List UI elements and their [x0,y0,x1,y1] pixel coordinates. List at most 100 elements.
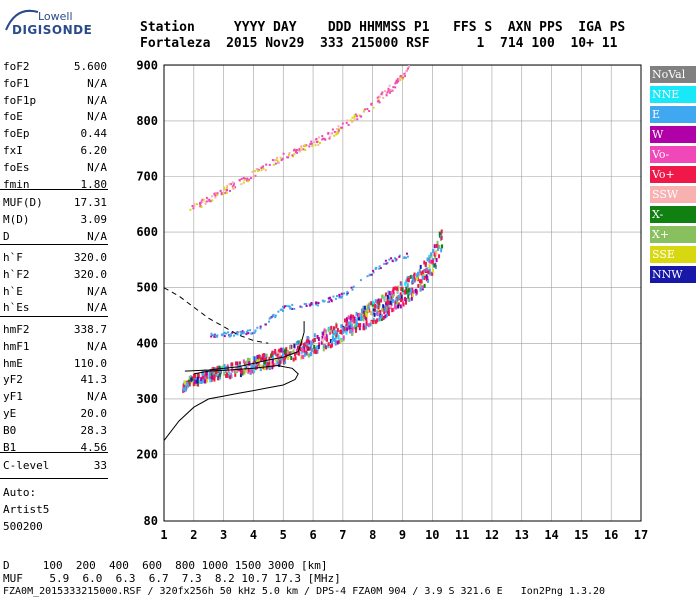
param-name: h`F2 [3,267,30,281]
param-name: h`F [3,251,23,264]
param-name: foEp [3,127,30,141]
echo-mark [271,350,274,355]
electron-density-profile [163,364,299,441]
echo-mark [387,89,390,92]
echo-mark [405,252,408,255]
echo-mark [368,302,371,307]
echo-mark [257,169,260,172]
echo-mark [425,267,428,272]
param-row: fmin 1.80 [3,178,107,192]
echo-mark [221,334,224,337]
echo-mark [392,291,395,296]
echo-mark [346,290,349,293]
param-name: hmF2 [3,323,30,336]
echo-mark [262,353,265,358]
echo-mark [350,286,353,289]
echo-mark [223,366,226,371]
echo-mark [379,309,382,314]
echo-mark [253,170,256,173]
echo-mark [312,339,315,344]
echo-mark [334,297,337,300]
echo-mark [274,316,277,319]
echo-mark [426,275,429,280]
param-value: 320.0 [73,267,107,281]
legend-item: NoVal [650,66,696,83]
echo-mark [403,256,406,259]
echo-mark [366,304,369,309]
echo-mark [429,271,432,276]
echo-mark [367,323,370,328]
echo-mark [229,373,232,378]
echo-mark [213,192,216,195]
echo-mark [342,335,345,340]
echo-mark [327,132,330,135]
echo-mark [321,335,324,340]
echo-mark [419,264,422,269]
echo-mark [333,337,336,342]
echo-mark [226,184,229,187]
echo-mark [226,189,229,192]
echo-mark [245,331,248,334]
echo-mark [261,353,264,358]
echo-mark [232,187,235,190]
echo-mark [343,326,346,331]
echo-mark [320,340,323,345]
echo-mark [395,258,398,261]
echo-mark [423,275,426,280]
echo-mark [383,262,386,265]
echo-mark [404,300,407,305]
echo-mark [307,336,310,341]
echo-mark [408,291,411,296]
echo-mark [421,270,424,275]
echo-mark [359,312,362,317]
echo-mark [392,307,395,312]
echo-mark [351,331,354,336]
echo-mark [405,70,408,73]
echo-mark [355,311,358,316]
echo-mark [283,306,286,309]
echo-mark [352,314,355,319]
param-value: 4.56 [80,440,108,454]
echo-mark [274,159,277,162]
y-tick-label: 600 [136,225,158,239]
echo-mark [267,320,270,323]
echo-mark [246,179,249,182]
echo-mark [315,302,318,305]
echo-mark [399,304,402,309]
echo-mark [363,314,366,319]
echo-mark [254,330,257,333]
echo-mark [287,156,290,159]
echo-mark [400,286,403,291]
echo-mark [429,259,432,264]
param-row: C-level 33 [3,459,107,473]
echo-mark [411,289,414,294]
echo-mark [431,268,434,273]
echo-mark [214,335,217,338]
echo-mark [257,362,260,367]
echo-mark [434,264,437,269]
echo-mark [299,150,302,153]
echo-mark [291,307,294,310]
echo-mark [276,353,279,358]
echo-mark [365,308,368,313]
echo-mark [203,374,206,379]
echo-mark [360,316,363,321]
echo-mark [391,260,394,263]
echo-mark [278,352,281,357]
header-row-labels: Station YYYY DAY DDD HHMMSS P1 FFS S AXN… [140,20,626,35]
echo-mark [253,331,256,334]
echo-mark [222,332,225,335]
echo-mark [303,343,306,348]
echo-mark [386,91,389,94]
echo-mark [196,376,199,381]
echo-mark [348,325,351,330]
echo-mark [406,255,409,258]
echo-mark [338,339,341,344]
echo-mark [349,329,352,334]
echo-mark [306,345,309,350]
footer-code: 500200 [3,520,43,533]
echo-mark [247,369,250,374]
echo-mark [284,355,287,360]
echo-mark [372,106,375,109]
echo-mark [200,205,203,208]
